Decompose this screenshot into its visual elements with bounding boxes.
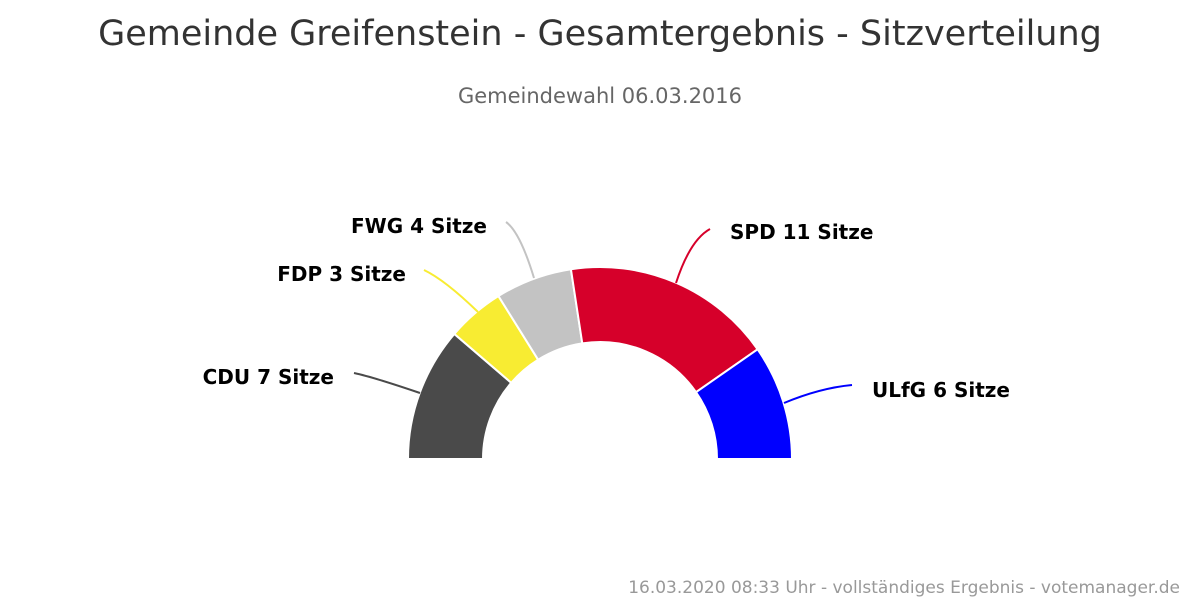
connector-ulfg <box>783 384 853 404</box>
connector-spd <box>675 228 711 284</box>
connector-fdp <box>423 269 479 313</box>
data-label-fwg: FWG 4 Sitze <box>351 214 487 238</box>
chart-title: Gemeinde Greifenstein - Gesamtergebnis -… <box>98 14 1102 54</box>
chart-subtitle: Gemeindewahl 06.03.2016 <box>457 84 743 108</box>
data-label-fdp: FDP 3 Sitze <box>277 262 406 286</box>
connector-fwg <box>505 221 535 279</box>
data-label-ulfg: ULfG 6 Sitze <box>872 378 1010 402</box>
slice-ulfg[interactable] <box>694 347 794 460</box>
data-label-cdu: CDU 7 Sitze <box>203 365 334 389</box>
credits[interactable]: 16.03.2020 08:33 Uhr - vollständiges Erg… <box>628 578 1180 598</box>
connector-cdu <box>353 372 421 394</box>
data-label-spd: SPD 11 Sitze <box>730 220 873 244</box>
